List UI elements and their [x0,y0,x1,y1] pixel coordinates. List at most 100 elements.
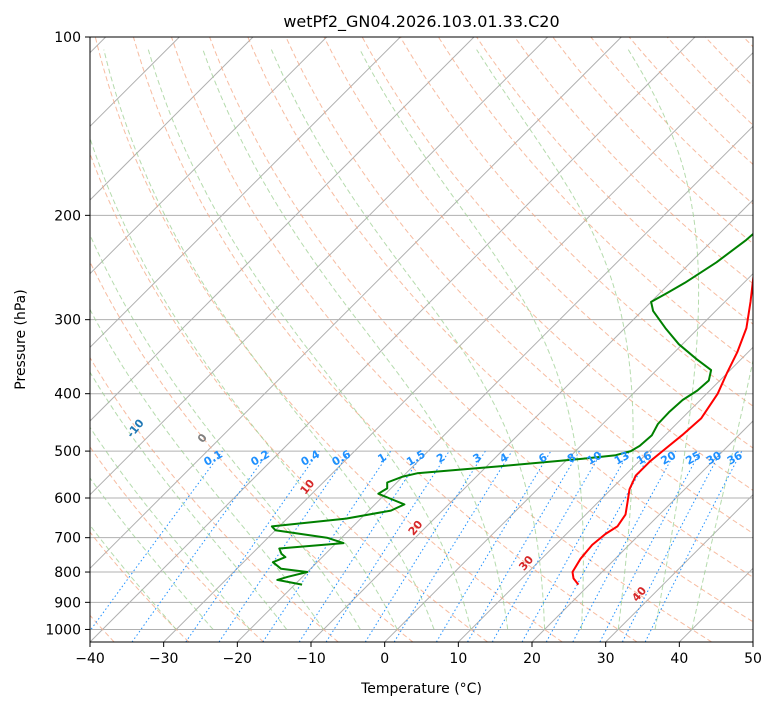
x-tick-label: 0 [380,651,389,667]
moist-adiabat-line [90,136,398,630]
isotherm-line [457,346,753,642]
isotherm-line [90,37,328,275]
dry-adiabat-line [171,37,712,642]
isotherm-line [90,37,696,642]
dry-adiabat-line [209,37,753,623]
moist-adiabat-line [90,308,325,630]
dry-adiabat-line [94,37,563,642]
mixing-ratio-line [364,450,486,642]
y-tick-label: 600 [54,491,81,507]
y-tick-label: 400 [54,387,81,403]
dry-adiabat-line [666,37,753,126]
mixing-ratio-line [491,450,603,642]
moist-adiabat-line [691,358,753,630]
dry-adiabat-line [476,37,753,325]
dry-adiabat-line [90,260,414,642]
dry-adiabat-line [323,37,753,491]
x-tick-label: −30 [149,651,179,667]
axis-ticks: −40 −30 −20 −10 0 10 20 30 40 5010020030040050060… [45,30,762,667]
dry-adiabat-line [285,37,753,534]
isotherm-line [163,51,753,642]
isotherm-line [752,641,753,642]
moist-adiabat-line [103,49,435,630]
sounding-line [571,272,753,586]
mixing-ratio-line [435,450,552,642]
dry-adiabat-label: 30 [516,553,536,573]
mixing-ratio-line [185,450,320,642]
moist-adiabat-line [270,49,546,630]
dry-adiabat-line [132,37,638,642]
moist-adiabat-line [90,233,361,630]
dry-adiabat-line [399,37,753,407]
dry-adiabat-line [552,37,753,245]
moist-adiabat-line [202,49,509,630]
isotherm-line [90,37,622,570]
y-axis-label: Pressure (hPa) [13,289,29,389]
y-tick-label: 700 [54,531,81,547]
y-tick-label: 1000 [45,622,81,638]
isotherm-line [531,420,753,642]
mixing-ratio-line [131,450,270,642]
dry-adiabat-label: 20 [406,518,426,538]
mixing-ratio-line [599,450,701,642]
mixing-ratio-label: 3 [471,451,484,466]
mixing-ratio-line [393,450,513,642]
mixing-ratio-line [90,450,223,632]
y-tick-label: 300 [54,313,81,329]
y-tick-label: 500 [54,444,81,460]
dry-adiabat-line [437,37,753,366]
mixing-ratio-label: 1 [376,451,389,466]
dry-adiabat-line [361,37,753,449]
mixing-ratio-line [218,450,351,642]
isotherm-line [310,199,753,642]
isotherm-line [605,493,753,642]
sounding-line [270,232,753,586]
isotherm-line [90,37,254,201]
dry-adiabat-label: 0 [195,431,210,445]
dry-adiabat-line [247,37,753,578]
mixing-ratio-line [467,450,580,642]
dry-adiabat-line [590,37,753,205]
mixing-ratio-line [325,450,450,642]
mixing-ratio-line [545,450,653,642]
dry-adiabat-line [743,37,753,48]
isotherm-line [236,125,753,642]
plot-frame [89,36,754,643]
moist-adiabat-line [90,371,288,630]
mixing-ratio-line [621,450,722,642]
dry-adiabat-line [90,152,488,642]
mixing-ratio-label: 2 [434,451,447,466]
mixing-ratio-line [262,450,392,642]
x-tick-label: 20 [523,651,541,667]
isotherm-line [678,567,753,642]
mixing-ratio-label: 4 [497,450,510,465]
mixing-ratio-line [521,450,630,642]
chart-title: wetPf2_GN04.2026.103.01.33.C20 [283,12,559,32]
y-tick-label: 100 [54,30,81,46]
x-axis-label: Temperature (°C) [360,681,482,697]
isotherm-line [384,272,753,642]
moist-adiabat-line [476,49,634,630]
moist-adiabat-line [359,49,584,630]
isotherm-line [90,37,401,349]
y-tick-label: 900 [54,595,81,611]
moist-adiabat-line [90,426,251,630]
x-tick-label: −20 [223,651,253,667]
x-tick-label: 10 [449,651,467,667]
x-tick-label: −10 [296,651,326,667]
x-tick-label: 30 [597,651,615,667]
mixing-ratio-line [572,450,677,642]
series-lines [270,232,753,586]
y-tick-label: 200 [54,208,81,224]
moist-adiabat-line [147,49,472,630]
dry-adiabat-line [90,531,190,642]
x-tick-label: 40 [670,651,688,667]
dry-adiabat-line [90,446,264,642]
isotherm-line [90,37,549,496]
x-tick-label: 50 [744,651,762,667]
dry-adiabat-line [90,356,339,642]
dry-adiabat-label: -10 [124,416,147,440]
plot-area [90,37,753,642]
y-tick-label: 800 [54,565,81,581]
